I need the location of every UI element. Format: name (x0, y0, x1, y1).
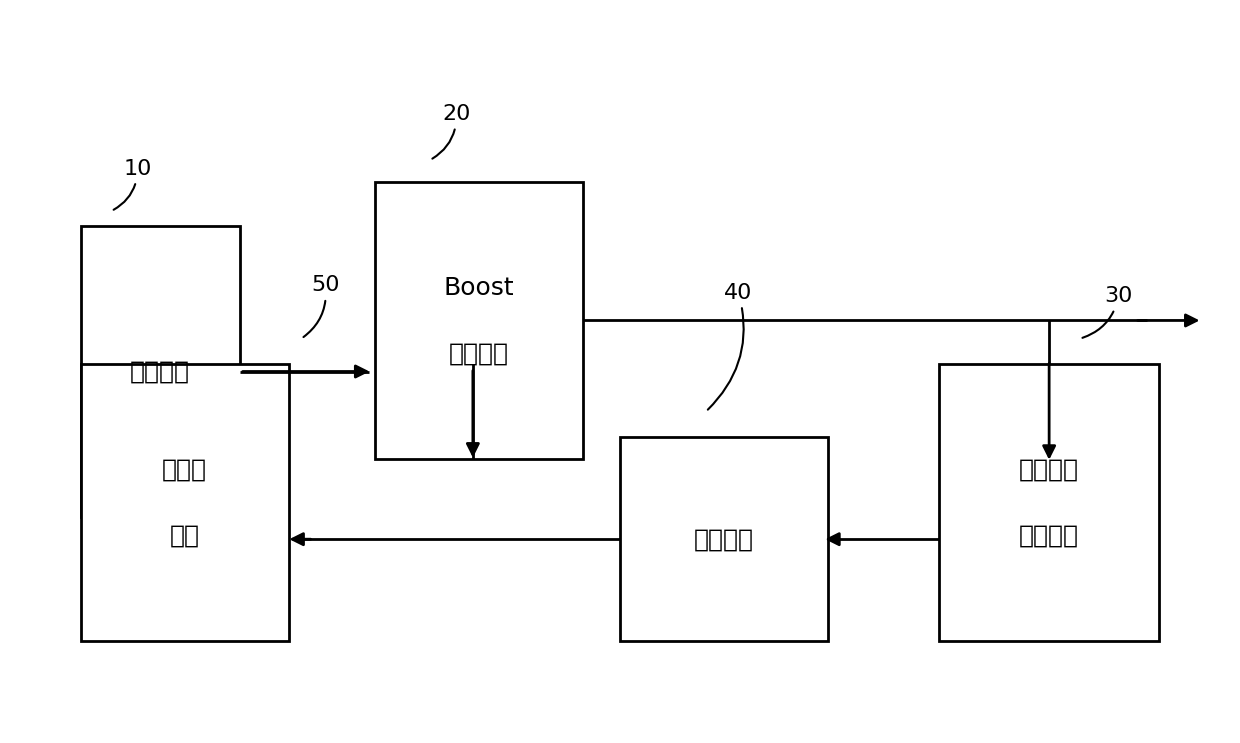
Text: 20: 20 (433, 104, 471, 159)
Text: 曲率计算: 曲率计算 (694, 528, 754, 551)
FancyBboxPatch shape (374, 182, 583, 459)
Text: Boost: Boost (444, 276, 515, 299)
FancyBboxPatch shape (81, 364, 289, 641)
FancyBboxPatch shape (620, 437, 828, 641)
Text: 10: 10 (114, 159, 151, 210)
Text: 30: 30 (1083, 286, 1132, 338)
Text: 采样电路: 采样电路 (1019, 524, 1079, 548)
Text: 调整: 调整 (170, 524, 200, 548)
Text: 50: 50 (304, 276, 340, 337)
FancyBboxPatch shape (939, 364, 1159, 641)
FancyBboxPatch shape (81, 226, 239, 517)
Text: 升压电路: 升压电路 (449, 341, 508, 366)
Text: 占空比: 占空比 (162, 458, 207, 482)
Text: 光伏电池: 光伏电池 (130, 360, 190, 383)
Text: 电压电流: 电压电流 (1019, 458, 1079, 482)
Text: 40: 40 (708, 282, 753, 409)
